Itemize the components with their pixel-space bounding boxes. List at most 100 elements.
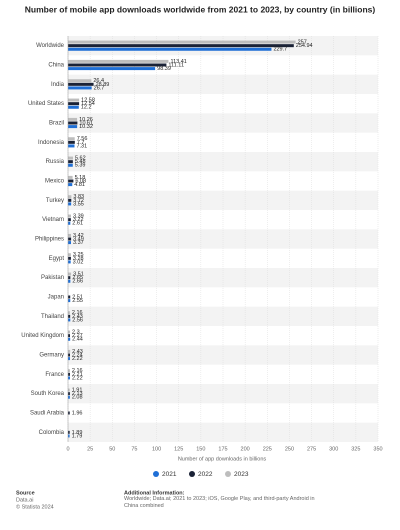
row-band [68, 384, 378, 404]
bar [68, 195, 72, 199]
bar [68, 202, 72, 206]
bar [68, 299, 71, 303]
bar [68, 125, 78, 129]
value-label: 28.89 [96, 82, 110, 88]
value-label: 3.02 [73, 259, 84, 265]
category-label: United Kingdom [21, 333, 64, 339]
bar [68, 314, 71, 318]
bar [68, 44, 294, 48]
bar [68, 372, 70, 376]
bar [68, 276, 71, 280]
value-label: 3.28 [73, 256, 84, 262]
value-label: 2.16 [72, 310, 83, 316]
x-tick-label: 75 [131, 446, 137, 452]
category-label: Brazil [49, 121, 64, 127]
value-label: 3.55 [73, 201, 84, 207]
bar [68, 121, 78, 125]
bar [68, 388, 70, 392]
value-label: 10.32 [79, 124, 93, 130]
category-label: Germany [39, 353, 64, 359]
value-label: 2.08 [72, 395, 83, 401]
bar [68, 105, 79, 109]
category-label: Russia [46, 159, 65, 165]
value-label: 5.62 [75, 156, 86, 162]
category-label: India [51, 82, 65, 88]
bar [68, 253, 71, 257]
source: Data.ai [16, 497, 33, 503]
bar [68, 349, 71, 353]
category-label: Turkey [46, 198, 64, 204]
bar [68, 221, 71, 225]
legend-marker [225, 471, 231, 477]
row-band [68, 268, 378, 288]
value-label: 2.65 [72, 275, 83, 281]
category-label: Saudi Arabia [30, 411, 65, 417]
value-label: 2.21 [72, 372, 83, 378]
bar [68, 218, 71, 222]
bar [68, 156, 73, 160]
value-label: 7.31 [76, 143, 87, 149]
bar [68, 430, 70, 434]
legend-label: 2021 [162, 471, 177, 478]
bar [68, 40, 296, 44]
bar [68, 295, 71, 299]
value-label: 2.3 [72, 330, 80, 336]
value-label: 3.37 [73, 240, 84, 246]
value-label: 98.39 [157, 66, 171, 72]
category-label: Philippines [35, 237, 64, 243]
value-label: 7.7 [77, 140, 85, 146]
category-label: Indonesia [38, 140, 65, 146]
value-label: 12.2 [81, 105, 92, 111]
bar [68, 311, 70, 315]
bar [68, 337, 71, 341]
value-label: 2.16 [72, 368, 83, 374]
x-tick-label: 225 [263, 446, 272, 452]
value-label: 3.39 [73, 214, 84, 220]
value-label: 12.54 [81, 101, 95, 107]
value-label: 4.81 [74, 182, 85, 188]
info: Worldwide; Data.ai; 2021 to 2023; iOS, G… [124, 496, 315, 509]
x-tick-label: 350 [373, 446, 382, 452]
value-label: 2.22 [72, 356, 83, 362]
legend-marker [153, 471, 159, 477]
bar [68, 59, 169, 63]
x-tick-label: 300 [329, 446, 338, 452]
x-tick-label: 50 [109, 446, 115, 452]
x-tick-label: 250 [285, 446, 294, 452]
bar [68, 241, 71, 245]
value-label: 3.51 [73, 272, 84, 278]
bar [68, 67, 156, 71]
bar [68, 376, 70, 380]
bar [68, 179, 74, 183]
x-tick-label: 0 [66, 446, 69, 452]
value-label: 2.27 [72, 333, 83, 339]
x-tick-label: 125 [174, 446, 183, 452]
value-label: 10.61 [79, 120, 93, 126]
value-label: 254.94 [296, 43, 313, 49]
category-label: Mexico [45, 179, 65, 185]
bar [68, 79, 92, 83]
category-label: Worldwide [36, 43, 65, 49]
value-label: 3.83 [73, 194, 84, 200]
bar [68, 411, 70, 415]
category-label: United States [28, 101, 64, 107]
value-label: 2.13 [72, 391, 83, 397]
legend-marker [189, 471, 195, 477]
bar [68, 102, 80, 106]
bar [68, 86, 92, 90]
value-label: 3.42 [73, 233, 84, 239]
value-label: 2.55 [72, 298, 83, 304]
bar [68, 395, 70, 399]
bar [68, 272, 72, 276]
category-label: Thailand [41, 314, 64, 320]
x-tick-label: 325 [351, 446, 360, 452]
value-label: 3.49 [73, 236, 84, 242]
value-label: 2.44 [72, 337, 83, 343]
bar [68, 63, 167, 67]
x-tick-label: 100 [152, 446, 161, 452]
value-label: 5.39 [75, 163, 86, 169]
value-label: 2.61 [72, 221, 83, 227]
value-label: 1.96 [72, 410, 83, 416]
x-tick-label: 150 [196, 446, 205, 452]
